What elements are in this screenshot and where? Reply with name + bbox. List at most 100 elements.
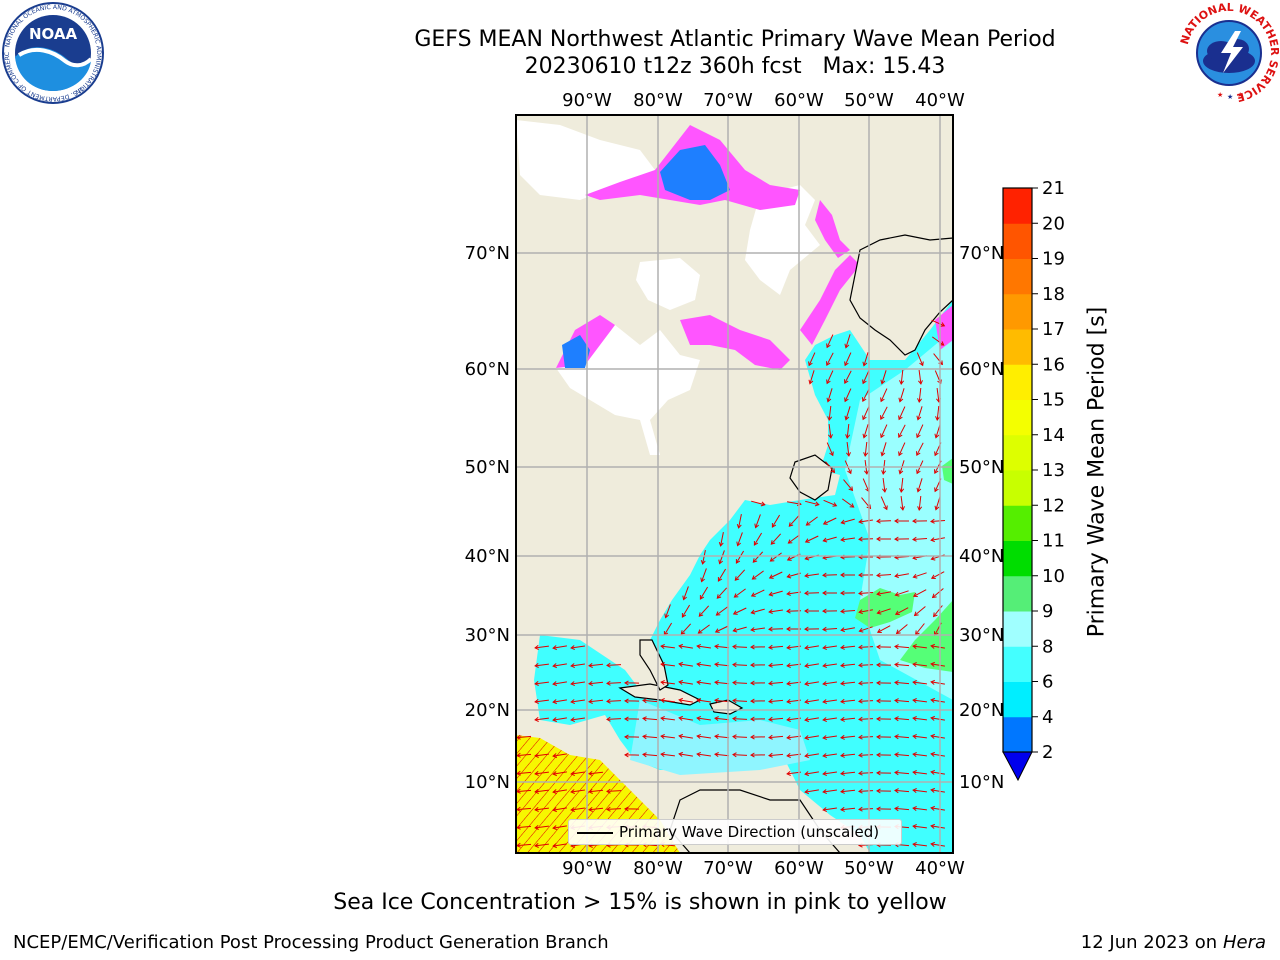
wave-arrow xyxy=(732,736,748,738)
wave-arrow-head xyxy=(552,807,557,813)
colorbar-tick-label: 19 xyxy=(1042,249,1065,270)
wave-arrow xyxy=(880,424,888,438)
wave-arrow xyxy=(876,574,892,576)
wave-arrow xyxy=(571,699,585,703)
wave-arrow-head xyxy=(876,698,881,704)
wave-arrow-head xyxy=(858,590,863,596)
wave-arrow xyxy=(823,735,837,739)
wave-arrow xyxy=(661,699,675,703)
wave-arrow-head xyxy=(552,843,557,849)
wave-arrow-head xyxy=(930,537,935,543)
wave-arrow xyxy=(894,681,910,685)
wave-arrow-head xyxy=(788,522,794,527)
wave-arrow-head xyxy=(804,771,809,777)
florida xyxy=(639,639,669,691)
wave-arrow xyxy=(918,495,922,511)
wave-arrow xyxy=(913,771,927,775)
wave-arrow-head xyxy=(732,698,737,704)
wave-arrow xyxy=(683,586,689,600)
wave-arrow-head xyxy=(876,628,882,633)
wave-arrow xyxy=(768,681,784,685)
graticule xyxy=(516,115,953,853)
footer-credit: NCEP/EMC/Verification Post Processing Pr… xyxy=(13,932,609,953)
wave-arrow-head xyxy=(699,595,705,600)
colorbar-bin xyxy=(1003,470,1032,506)
wave-arrow-head xyxy=(930,769,935,775)
wave-arrow-head xyxy=(840,537,845,542)
wave-arrow xyxy=(931,537,945,541)
wave-arrow xyxy=(553,717,567,721)
wave-arrow-head xyxy=(680,630,686,635)
wave-arrow-head xyxy=(660,698,665,703)
wave-arrow-head xyxy=(770,540,776,545)
wave-arrow xyxy=(751,608,765,614)
wave-arrow-head xyxy=(696,661,701,667)
colorbar-tick-label: 17 xyxy=(1042,319,1065,340)
wave-arrow-head xyxy=(862,433,868,439)
wave-arrow xyxy=(846,423,850,439)
wave-arrow-head xyxy=(768,680,773,686)
wave-arrow xyxy=(714,735,730,739)
wave-arrow xyxy=(843,479,853,491)
wave-arrow xyxy=(714,753,730,757)
wave-arrow-head xyxy=(660,716,665,721)
colorbar-tick-label: 10 xyxy=(1042,566,1065,587)
wave-arrow-head xyxy=(912,680,917,685)
colorbar-tick-label: 9 xyxy=(1042,601,1053,622)
wave-arrow xyxy=(823,499,837,507)
wave-arrow-head xyxy=(678,679,683,685)
wave-arrow-head xyxy=(862,415,867,421)
lat-label-left: 50°N xyxy=(465,457,510,478)
wave-arrow-head xyxy=(822,807,827,813)
wave-arrow-head xyxy=(848,486,854,492)
colorbar-bin xyxy=(1003,646,1032,682)
wave-arrow xyxy=(844,352,852,366)
wave-arrow-head xyxy=(858,698,863,704)
wave-arrow-head xyxy=(930,574,936,579)
wave-arrow xyxy=(714,717,730,721)
wave-arrow xyxy=(913,572,927,578)
wave-arrow xyxy=(738,514,742,528)
wave-arrow xyxy=(895,573,909,577)
wave-arrow xyxy=(805,753,819,757)
colorbar-tick-label: 6 xyxy=(1042,672,1053,693)
wave-arrow xyxy=(661,753,675,757)
wave-arrow-head xyxy=(805,521,811,526)
wave-arrow xyxy=(768,753,784,757)
wave-arrow-head xyxy=(736,541,742,547)
colorbar-tick-label: 11 xyxy=(1042,531,1065,552)
wave-arrow-head xyxy=(913,611,919,617)
wave-arrow-head xyxy=(570,807,575,813)
wave-arrow-head xyxy=(696,733,701,739)
wave-arrow xyxy=(931,699,945,703)
wave-arrow-head xyxy=(840,590,845,596)
wave-arrow-head xyxy=(768,716,773,722)
wave-arrow-head xyxy=(934,433,940,439)
wave-arrow-head xyxy=(822,699,827,705)
wave-arrow-head xyxy=(876,788,881,794)
wave-arrow xyxy=(900,496,904,510)
wave-arrow-head xyxy=(714,716,719,721)
wave-arrow-head xyxy=(804,699,809,705)
wave-arrow xyxy=(553,645,567,649)
wave-arrow-head xyxy=(822,771,827,777)
wave-arrow xyxy=(516,825,532,829)
wave-arrow-head xyxy=(894,770,899,776)
colorbar-tick-label: 12 xyxy=(1042,495,1065,516)
wave-arrow-head xyxy=(822,681,827,687)
wave-arrow xyxy=(859,609,873,613)
wave-arrow-head xyxy=(826,361,831,367)
wave-arrow-head xyxy=(678,715,683,721)
wave-arrow xyxy=(826,334,834,348)
wave-arrow-head xyxy=(918,380,923,385)
wave-arrow xyxy=(931,789,945,793)
wave-arrow-head xyxy=(858,806,863,812)
wave-arrow-head xyxy=(883,505,888,511)
wave-arrow xyxy=(918,387,922,403)
plot-title: GEFS MEAN Northwest Atlantic Primary Wav… xyxy=(414,27,1056,52)
wave-arrow xyxy=(805,535,819,543)
wave-arrow-head xyxy=(828,434,833,439)
wave-arrow xyxy=(733,626,747,632)
colorbar-tick-label: 2 xyxy=(1042,742,1053,763)
wave-arrow-head xyxy=(840,698,845,704)
